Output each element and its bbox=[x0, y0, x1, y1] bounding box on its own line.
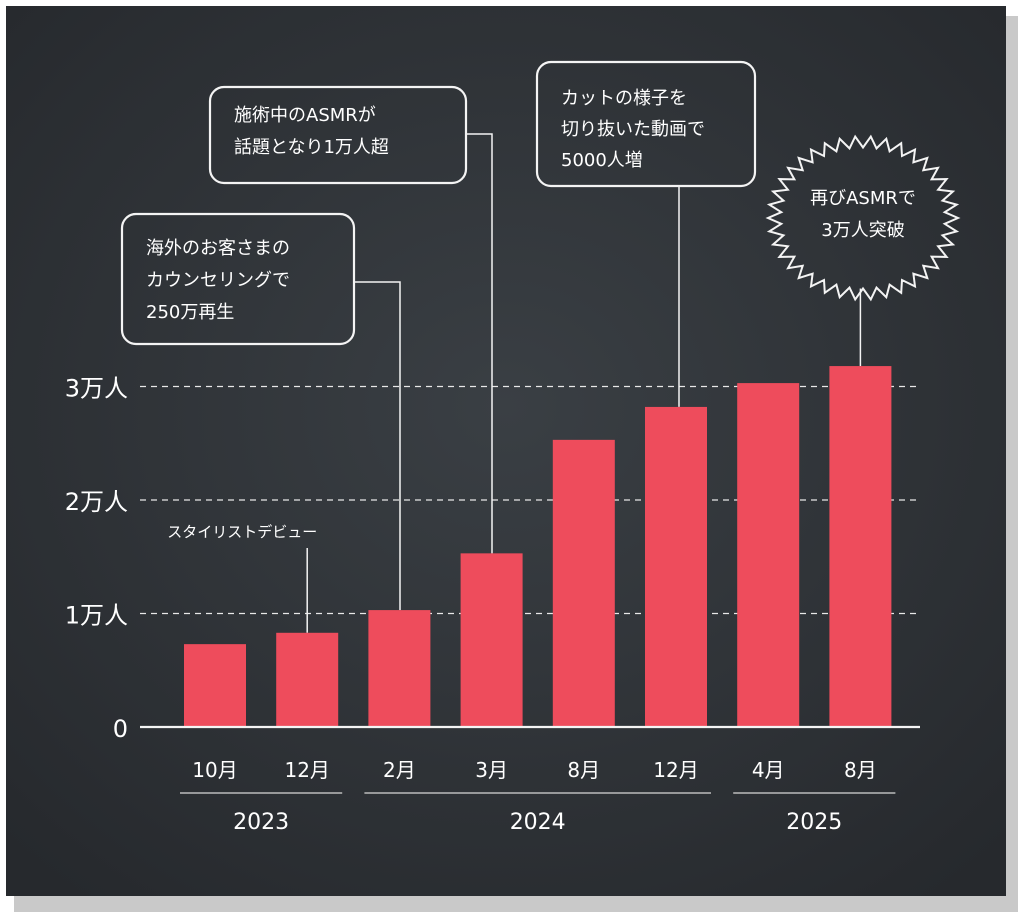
annotation-text: 話題となり1万人超 bbox=[234, 137, 389, 158]
bar bbox=[645, 406, 707, 727]
annotation-box bbox=[120, 212, 356, 346]
bar bbox=[737, 383, 800, 727]
x-tick-label: 4月 bbox=[752, 758, 785, 782]
annotation-connector bbox=[466, 133, 493, 554]
annotation-text: 250万再生 bbox=[146, 302, 234, 323]
year-label: 2025 bbox=[786, 810, 842, 835]
annotation-burst bbox=[765, 134, 961, 302]
annotation-text: スタイリストデビュー bbox=[167, 523, 317, 541]
bar bbox=[460, 553, 523, 727]
y-tick-label: 0 bbox=[113, 715, 128, 743]
x-tick-label: 8月 bbox=[844, 758, 877, 782]
annotation-text: 切り抜いた動画で bbox=[561, 119, 705, 140]
x-tick-label: 10月 bbox=[192, 758, 237, 782]
year-label: 2023 bbox=[233, 810, 289, 835]
x-tick-label: 12月 bbox=[284, 758, 329, 782]
bar bbox=[276, 632, 339, 727]
annotation-box bbox=[208, 85, 468, 185]
x-tick-label: 3月 bbox=[475, 758, 508, 782]
annotation-text: 施術中のASMRが bbox=[234, 105, 376, 126]
x-tick-label: 12月 bbox=[653, 758, 698, 782]
y-tick-label: 1万人 bbox=[65, 602, 128, 630]
annotation-text: カットの様子を bbox=[561, 88, 687, 109]
annotation-text: 5000人増 bbox=[561, 150, 643, 171]
annotation-text: 海外のお客さまの bbox=[146, 238, 290, 259]
y-tick-label: 3万人 bbox=[65, 375, 128, 403]
annotation-box bbox=[535, 60, 757, 188]
bar bbox=[184, 644, 246, 727]
x-tick-label: 8月 bbox=[567, 758, 600, 782]
x-tick-label: 2月 bbox=[383, 758, 416, 782]
bar bbox=[368, 610, 431, 727]
year-label: 2024 bbox=[510, 810, 566, 835]
annotation-text: 3万人突破 bbox=[821, 220, 904, 241]
annotation-text: 再びASMRで bbox=[810, 188, 916, 209]
annotation-connector bbox=[354, 281, 401, 611]
y-tick-label: 2万人 bbox=[65, 488, 128, 516]
annotation-text: カウンセリングで bbox=[146, 270, 290, 291]
bar bbox=[552, 439, 615, 727]
bar bbox=[829, 366, 892, 727]
